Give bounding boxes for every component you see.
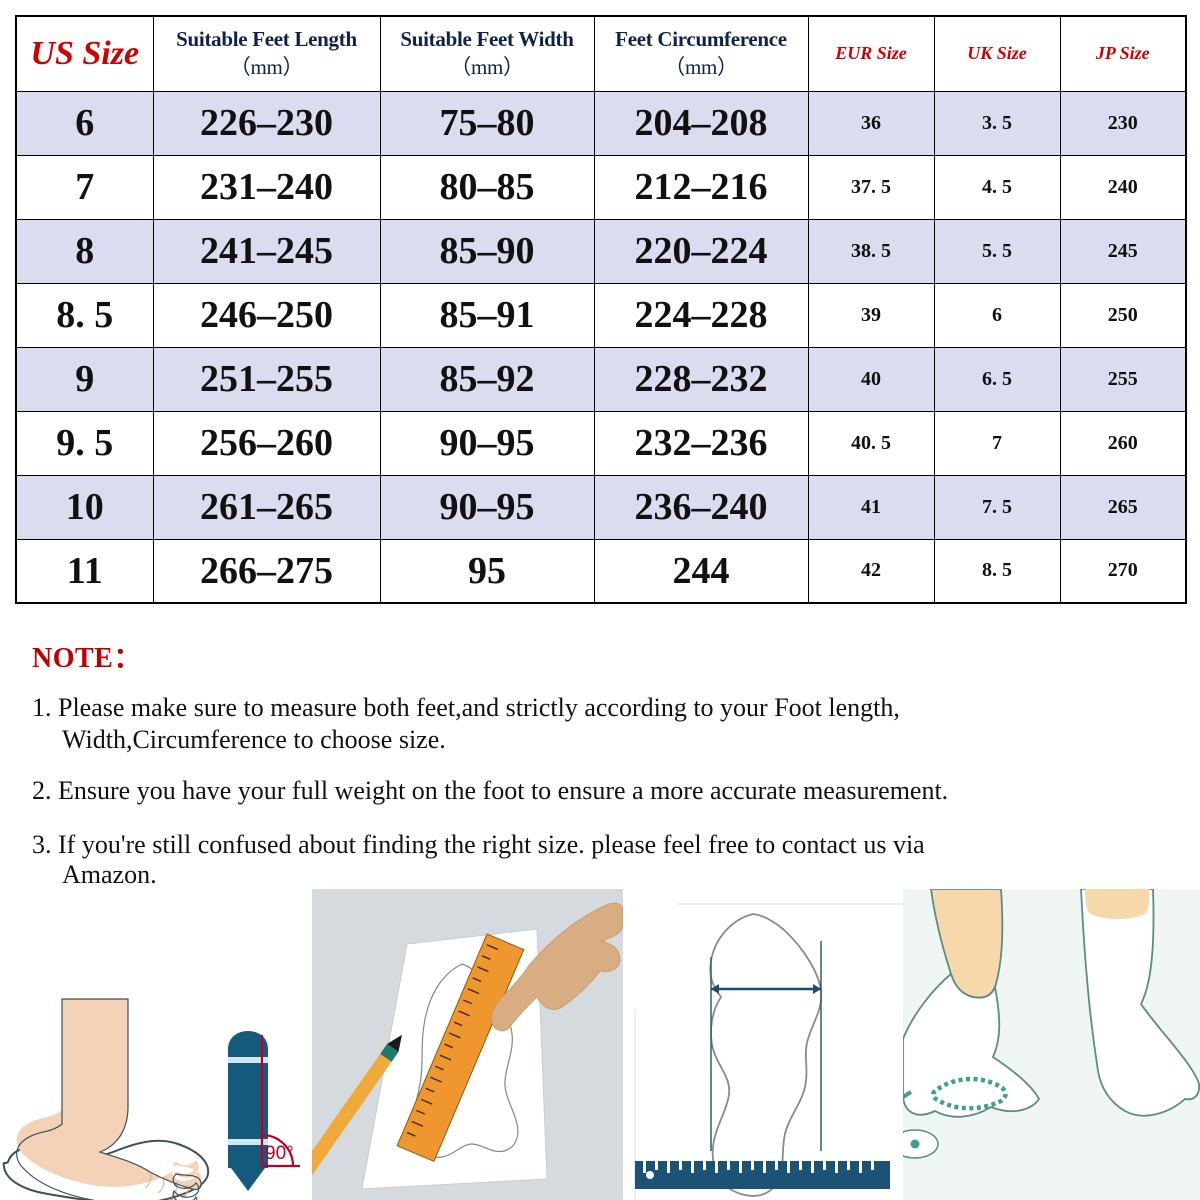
svg-text:90°: 90° bbox=[265, 1143, 294, 1164]
